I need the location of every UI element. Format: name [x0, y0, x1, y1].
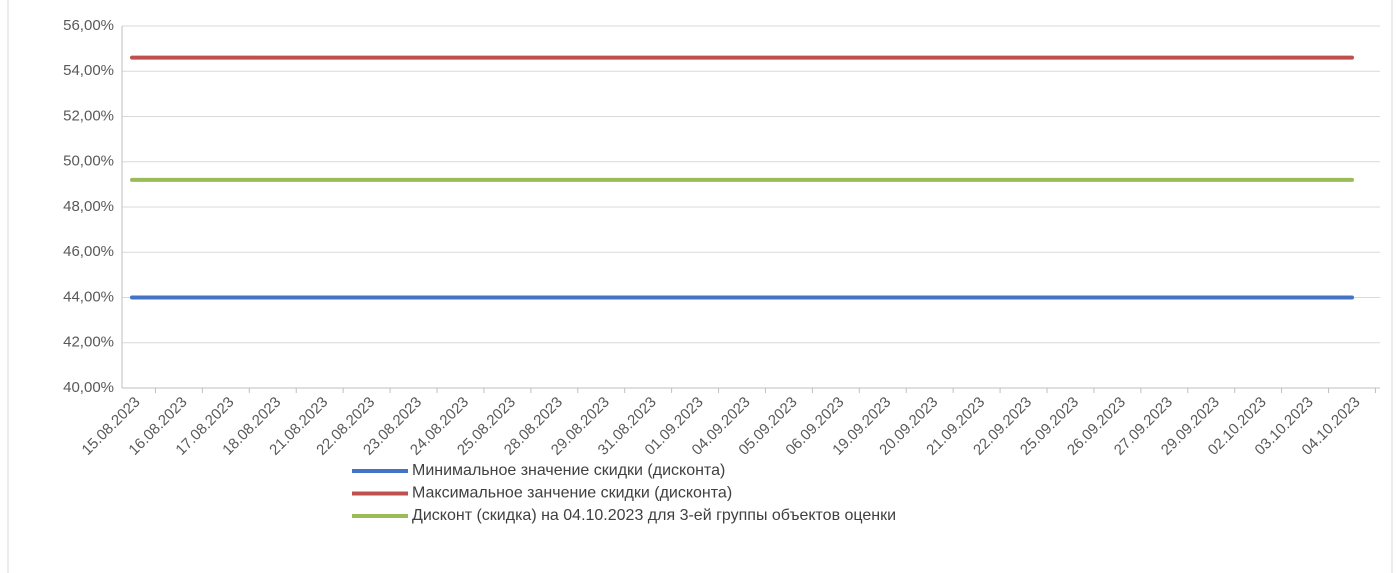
y-tick-label: 56,00% — [63, 17, 114, 34]
y-tick-label: 52,00% — [63, 107, 114, 124]
y-tick-label: 48,00% — [63, 198, 114, 215]
legend-label: Максимальное занчение скидки (дисконта) — [412, 485, 732, 502]
y-tick-label: 50,00% — [63, 153, 114, 170]
legend-label: Дисконт (скидка) на 04.10.2023 для 3-ей … — [412, 507, 896, 524]
y-tick-label: 40,00% — [63, 379, 114, 396]
legend-label: Минимальное значение скидки (дисконта) — [412, 462, 725, 479]
y-tick-label: 46,00% — [63, 243, 114, 260]
legend: Минимальное значение скидки (дисконта) Ма… — [352, 462, 896, 524]
chart-frame — [7, 0, 1393, 573]
y-tick-label: 54,00% — [63, 62, 114, 79]
y-tick-label: 42,00% — [63, 334, 114, 351]
y-tick-label: 44,00% — [63, 288, 114, 305]
